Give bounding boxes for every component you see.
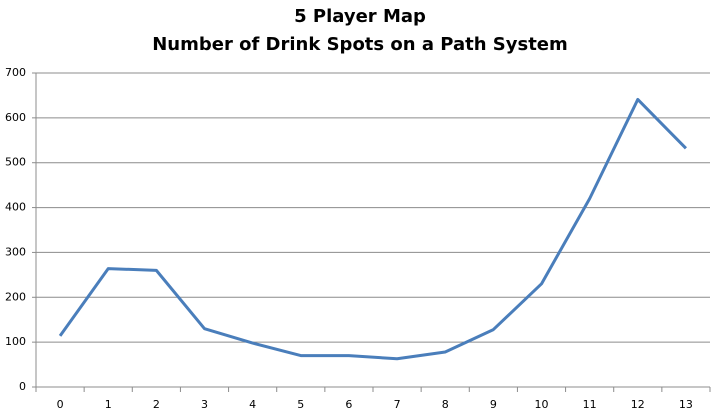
y-tick-label: 400: [5, 201, 26, 214]
x-tick-label: 5: [297, 398, 304, 411]
x-tick-label: 6: [345, 398, 352, 411]
y-tick-label: 0: [19, 380, 26, 393]
x-tick-label: 10: [535, 398, 549, 411]
x-tick-label: 11: [583, 398, 597, 411]
y-tick-label: 700: [5, 66, 26, 79]
x-tick-label: 2: [153, 398, 160, 411]
y-tick-label: 500: [5, 156, 26, 169]
x-tick-label: 7: [394, 398, 401, 411]
y-tick-label: 200: [5, 290, 26, 303]
x-tick-label: 3: [201, 398, 208, 411]
x-tick-label: 4: [249, 398, 256, 411]
x-tick-label: 0: [57, 398, 64, 411]
x-tick-label: 13: [679, 398, 693, 411]
x-tick-label: 9: [490, 398, 497, 411]
y-tick-label: 100: [5, 335, 26, 348]
data-line: [58, 97, 687, 361]
y-tick-label: 300: [5, 245, 26, 258]
x-tick-label: 8: [442, 398, 449, 411]
chart-title: 5 Player Map: [294, 6, 426, 27]
chart-subtitle: Number of Drink Spots on a Path System: [152, 34, 568, 55]
x-tick-label: 1: [105, 398, 112, 411]
x-tick-label: 12: [631, 398, 645, 411]
y-tick-label: 600: [5, 111, 26, 124]
